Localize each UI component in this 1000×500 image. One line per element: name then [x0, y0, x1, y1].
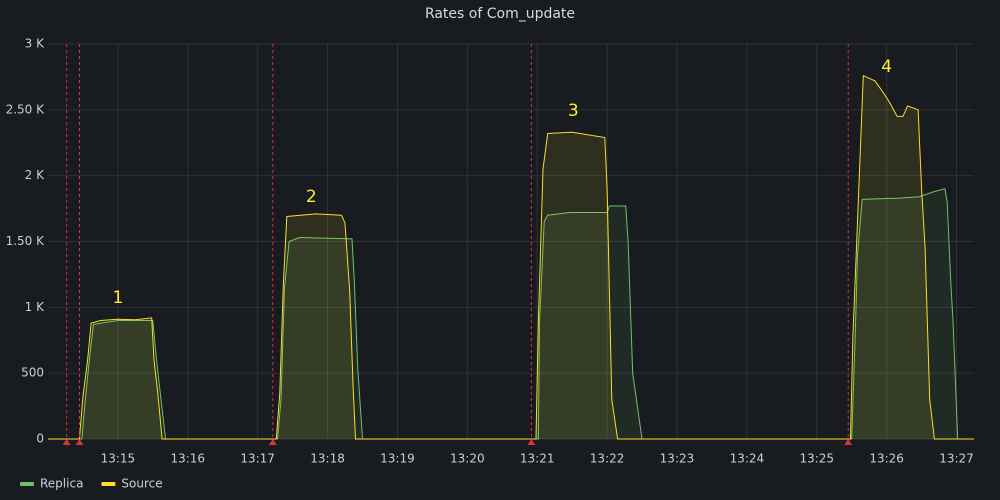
- series-area: [48, 75, 974, 439]
- series-area: [48, 188, 974, 439]
- series-line: [48, 188, 974, 440]
- x-tick-label: 13:22: [590, 452, 625, 466]
- annotation-label: 4: [881, 57, 892, 77]
- legend-label: Source: [121, 477, 162, 491]
- annotation-marker: [62, 439, 71, 445]
- x-tick-label: 13:24: [730, 452, 765, 466]
- annotation-label: 2: [306, 187, 317, 207]
- x-tick-label: 13:18: [310, 452, 345, 466]
- y-tick-label: 1 K: [25, 300, 45, 314]
- x-tick-label: 13:25: [799, 452, 834, 466]
- x-tick-label: 13:20: [450, 452, 485, 466]
- x-tick-label: 13:21: [520, 452, 555, 466]
- x-tick-label: 13:16: [170, 452, 205, 466]
- x-tick-label: 13:19: [380, 452, 415, 466]
- legend-swatch: [20, 482, 34, 486]
- legend-label: Replica: [40, 477, 83, 491]
- x-tick-label: 13:15: [101, 452, 136, 466]
- annotation-marker: [844, 439, 853, 445]
- y-tick-label: 2.50 K: [6, 102, 46, 116]
- y-tick-label: 0: [36, 432, 44, 446]
- x-tick-label: 13:17: [240, 452, 275, 466]
- series-line: [48, 74, 974, 440]
- annotation-marker: [268, 439, 277, 445]
- x-tick-label: 13:23: [660, 452, 695, 466]
- y-tick-label: 500: [21, 366, 44, 380]
- annotation-marker: [527, 439, 536, 445]
- annotation-label: 3: [568, 101, 579, 121]
- annotation-marker: [75, 439, 84, 445]
- y-tick-label: 3 K: [25, 37, 45, 51]
- annotation-label: 1: [112, 288, 123, 308]
- x-tick-label: 13:27: [939, 452, 974, 466]
- y-tick-label: 2 K: [25, 168, 45, 182]
- legend-swatch: [101, 482, 116, 486]
- y-tick-label: 1.50 K: [6, 234, 46, 248]
- chart-title: Rates of Com_update: [425, 6, 575, 22]
- x-tick-label: 13:26: [869, 452, 904, 466]
